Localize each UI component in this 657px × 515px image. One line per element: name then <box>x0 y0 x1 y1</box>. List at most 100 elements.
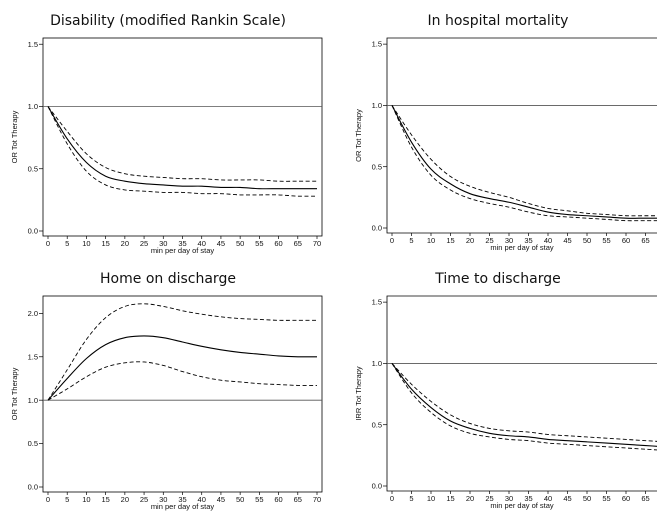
panel-3-series-lower <box>391 363 657 451</box>
panel-0-x-tick-label: 65 <box>294 239 302 248</box>
panel-2-series-lower <box>47 361 318 401</box>
panel-2-x-tick-label: 50 <box>236 495 244 504</box>
panel-0-x-tick-label: 40 <box>198 239 206 248</box>
panel-2-x-tick-label: 15 <box>101 495 109 504</box>
panel-0-x-tick-label: 0 <box>46 239 50 248</box>
panel-2-y-tick-label: 0.5 <box>28 439 38 448</box>
panel-1-x-tick-label: 20 <box>466 236 474 245</box>
panel-1-series-lower <box>391 105 657 222</box>
panel-2-x-axis-label: min per day of stay <box>151 502 215 511</box>
panel-2-x-tick-label: 25 <box>140 495 148 504</box>
panel-3-frame <box>386 295 657 492</box>
panel-0-frame <box>42 37 323 237</box>
panel-0-x-tick-label: 55 <box>255 239 263 248</box>
panel-3-y-tick-label: 0.0 <box>372 482 382 491</box>
panel-2-y-tick-label: 0.0 <box>28 483 38 492</box>
panel-3-x-tick-label: 0 <box>390 494 394 503</box>
panel-1-x-tick-label: 45 <box>563 236 571 245</box>
panel-3-series-estimate <box>391 363 657 447</box>
panel-0-x-tick-label: 30 <box>159 239 167 248</box>
panel-2-x-tick-label: 5 <box>65 495 69 504</box>
panel-3-y-tick-label: 1.0 <box>372 359 382 368</box>
panel-2-x-tick-label: 0 <box>46 495 50 504</box>
panel-3-x-tick-label: 65 <box>641 494 649 503</box>
panel-3-x-tick-label: 60 <box>622 494 630 503</box>
panel-2-y-tick-label: 1.0 <box>28 396 38 405</box>
panel-1-x-tick-label: 30 <box>505 236 513 245</box>
panel-0-x-tick-label: 25 <box>140 239 148 248</box>
panel-2-series-upper <box>47 303 317 401</box>
panel-0-series-lower <box>47 106 318 197</box>
panel-0-x-tick-label: 45 <box>217 239 225 248</box>
panel-1-series-estimate <box>391 105 657 219</box>
panel-2-x-tick-label: 55 <box>255 495 263 504</box>
panel-0-series-estimate <box>47 106 317 190</box>
panel-3-series-upper <box>391 363 657 442</box>
panel-3-x-tick-label: 20 <box>466 494 474 503</box>
panel-1-y-axis-label: OR Tot Therapy <box>354 109 363 162</box>
panel-0-y-tick-label: 1.0 <box>28 102 38 111</box>
panel-3-x-tick-label: 25 <box>485 494 493 503</box>
panel-0-y-axis-label: OR Tot Therapy <box>10 110 19 163</box>
panel-0-x-tick-label: 5 <box>65 239 69 248</box>
panel-1-x-tick-label: 25 <box>485 236 493 245</box>
panel-1-series-upper <box>391 105 657 217</box>
panel-2-x-tick-label: 10 <box>82 495 90 504</box>
panel-2-frame <box>42 295 323 493</box>
panel-0-y-tick-label: 0.5 <box>28 164 38 173</box>
panel-2: 0.0 0.5 1.0 1.5 2.0 0 5 10 15 20 25 30 35 40 45 50 55 60 6… <box>10 295 323 511</box>
panel-3-x-axis-label: min per day of stay <box>490 501 554 510</box>
panel-0-y-tick-label: 1.5 <box>28 40 38 49</box>
panel-0-x-tick-label: 10 <box>82 239 90 248</box>
panel-3-x-tick-label: 50 <box>583 494 591 503</box>
panel-1-x-tick-label: 55 <box>602 236 610 245</box>
panel-1-x-tick-label: 40 <box>544 236 552 245</box>
panel-1-x-tick-label: 35 <box>524 236 532 245</box>
panel-2-x-tick-label: 60 <box>274 495 282 504</box>
panel-0-x-tick-label: 35 <box>178 239 186 248</box>
panel-2-x-tick-label: 30 <box>159 495 167 504</box>
panel-1-x-tick-label: 60 <box>622 236 630 245</box>
panel-3-y-axis-label: IRR Tot Therapy <box>354 366 363 421</box>
panel-1: 0.0 0.5 1.0 1.5 0 5 10 15 20 25 30 35 40 45 50 55 60 65 mi… <box>354 37 657 252</box>
panel-0: 0.0 0.5 1.0 1.5 0 5 10 15 20 25 30 35 40 45 50 55 60 65 70… <box>10 37 323 255</box>
panel-2-title: Home on discharge <box>100 271 236 287</box>
panel-2-y-axis-label: OR Tot Therapy <box>10 367 19 420</box>
panel-0-series-upper <box>47 106 317 182</box>
panel-3-x-tick-label: 40 <box>544 494 552 503</box>
panel-1-y-tick-label: 0.5 <box>372 162 382 171</box>
panel-1-frame <box>386 37 657 234</box>
panel-1-x-tick-label: 5 <box>409 236 413 245</box>
panel-3-x-tick-label: 55 <box>602 494 610 503</box>
panel-1-x-tick-label: 10 <box>427 236 435 245</box>
panel-3-x-tick-label: 10 <box>427 494 435 503</box>
panel-2-x-tick-label: 35 <box>178 495 186 504</box>
panel-1-title: In hospital mortality <box>428 13 569 29</box>
panel-3-x-tick-label: 35 <box>524 494 532 503</box>
panel-2-x-tick-label: 20 <box>121 495 129 504</box>
panel-3-x-tick-label: 45 <box>563 494 571 503</box>
panel-1-y-tick-label: 1.5 <box>372 40 382 49</box>
plot-area: 0.00.51.01.50 5 10 15 20 25 30 35 40 45 50 55 60 65 70… <box>10 37 657 511</box>
panel-1-y-tick-label: 0.0 <box>372 224 382 233</box>
panel-0-x-tick-label: 70 <box>313 239 321 248</box>
panel-1-x-tick-label: 50 <box>583 236 591 245</box>
panel-2-x-tick-label: 45 <box>217 495 225 504</box>
panel-2-y-tick-label: 1.5 <box>28 352 38 361</box>
panel-3-title: Time to discharge <box>434 271 560 287</box>
panel-0-title: Disability (modified Rankin Scale) <box>50 13 286 29</box>
panel-3-x-tick-label: 30 <box>505 494 513 503</box>
panel-3-y-tick-label: 0.5 <box>372 420 382 429</box>
panel-2-x-tick-label: 40 <box>198 495 206 504</box>
panel-0-x-tick-label: 50 <box>236 239 244 248</box>
panel-2-series-estimate <box>47 335 318 401</box>
panel-2-x-tick-label: 65 <box>294 495 302 504</box>
panel-0-x-tick-label: 15 <box>101 239 109 248</box>
panel-0-y-tick-label: 0.0 <box>28 227 38 236</box>
panel-0-x-tick-label: 60 <box>274 239 282 248</box>
panel-2-x-tick-label: 70 <box>313 495 321 504</box>
panel-0-x-axis-label: min per day of stay <box>151 246 215 255</box>
panel-3: 0.0 0.5 1.0 1.5 0 5 10 15 20 25 30 35 40 45 50 55 60 65 mi… <box>354 295 657 510</box>
panel-0-x-tick-label: 20 <box>121 239 129 248</box>
